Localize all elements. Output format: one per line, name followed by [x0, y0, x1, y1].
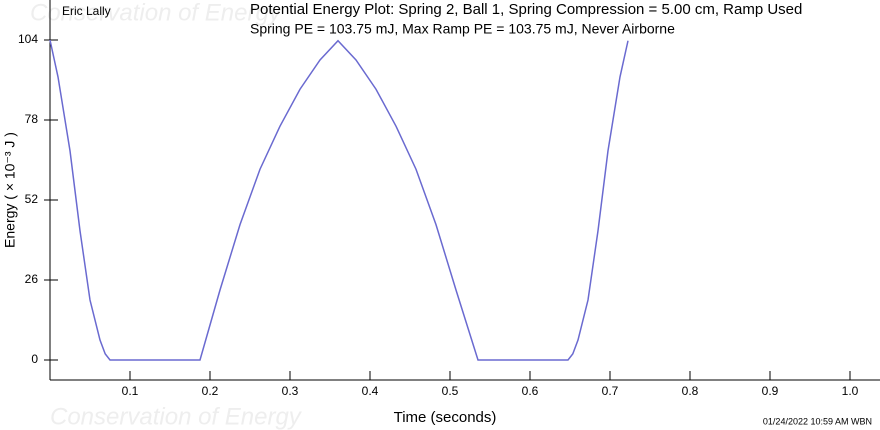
x-tick-label: 1.0	[842, 384, 859, 398]
x-tick-label: 0.3	[282, 384, 299, 398]
y-tick-label: 104	[18, 32, 38, 46]
author: Eric Lally	[62, 4, 111, 18]
x-axis-label: Time (seconds)	[394, 409, 497, 426]
watermark: Conservation of Energy	[50, 403, 303, 430]
x-tick-label: 0.2	[202, 384, 219, 398]
x-tick-label: 0.9	[762, 384, 779, 398]
y-tick-label: 78	[25, 112, 39, 126]
x-tick-label: 0.6	[522, 384, 539, 398]
x-tick-label: 0.8	[682, 384, 699, 398]
chart-title: Potential Energy Plot: Spring 2, Ball 1,…	[250, 1, 802, 18]
y-tick-label: 0	[31, 352, 38, 366]
x-tick-label: 0.7	[602, 384, 619, 398]
y-tick-label: 52	[25, 192, 39, 206]
x-tick-label: 0.1	[122, 384, 139, 398]
line-series	[49, 39, 629, 361]
footer: 01/24/2022 10:59 AM WBN	[763, 416, 872, 426]
y-axis-label: Energy ( × 10⁻³ J )	[2, 132, 18, 248]
watermark: Conservation of Energy	[30, 0, 283, 26]
x-tick-label: 0.5	[442, 384, 459, 398]
chart-subtitle: Spring PE = 103.75 mJ, Max Ramp PE = 103…	[250, 21, 675, 37]
y-tick-label: 26	[25, 272, 39, 286]
x-tick-label: 0.4	[362, 384, 379, 398]
